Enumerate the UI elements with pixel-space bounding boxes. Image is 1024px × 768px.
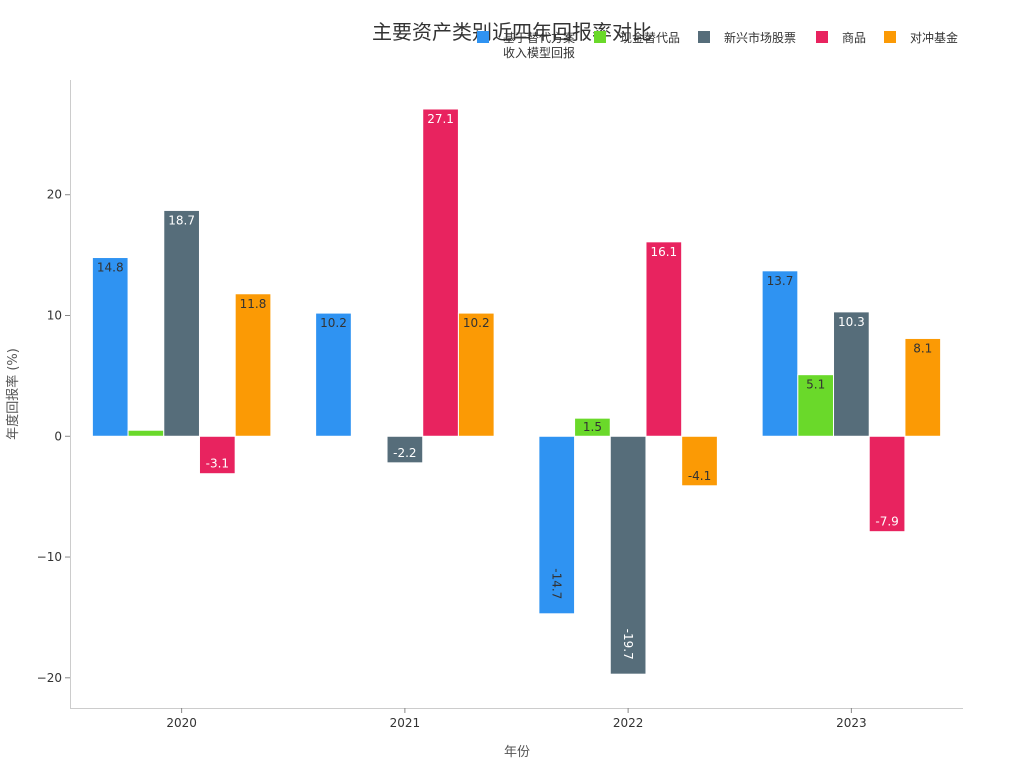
bar: [457, 312, 495, 437]
bar: [868, 435, 906, 533]
bar-value-label: 5.1: [806, 378, 825, 392]
bar-value-label: -2.2: [393, 446, 416, 460]
bar-value-label: -19.7: [621, 629, 635, 660]
y-tick-label: 0: [54, 429, 62, 443]
bar-value-label: 27.1: [427, 112, 454, 126]
bars: [91, 108, 942, 675]
legend-label: 对冲基金: [910, 30, 958, 45]
x-ticks: 2020 2021 2022 2023: [166, 708, 867, 730]
bar: [574, 417, 611, 437]
bar-value-label: 8.1: [913, 341, 932, 355]
bar: [234, 293, 272, 437]
bar-value-label: 10.3: [838, 315, 865, 329]
bar-value-label: 13.7: [767, 274, 794, 288]
y-axis-title: 年度回报率 (%): [5, 348, 21, 440]
legend-swatch: [594, 31, 606, 43]
legend-swatch: [816, 31, 828, 43]
bar: [681, 435, 718, 487]
bar: [797, 374, 835, 437]
legend-label: 现金替代品: [620, 30, 680, 45]
legend-label: 收入模型回报: [503, 45, 575, 60]
x-tick-label: 2020: [166, 716, 197, 730]
y-tick-label: 10: [47, 309, 62, 323]
bar-value-label: 10.2: [320, 316, 347, 330]
bar: [315, 312, 352, 437]
legend-swatch: [477, 31, 489, 43]
bar: [645, 241, 683, 437]
x-axis-title: 年份: [504, 745, 530, 760]
bar: [163, 209, 200, 437]
bar: [198, 435, 236, 475]
bar-value-label: 10.2: [463, 316, 490, 330]
bar: [127, 429, 165, 437]
bar-value-label: 1.5: [583, 420, 602, 434]
x-tick-label: 2022: [613, 716, 644, 730]
bar-value-label: 16.1: [650, 245, 677, 259]
bar-value-label: -3.1: [206, 457, 229, 471]
bar-value-label: -7.9: [875, 515, 898, 529]
bar: [609, 435, 647, 675]
legend-swatch: [884, 31, 896, 43]
y-tick-label: 20: [47, 188, 62, 202]
y-ticks: −20 −10 0 10 20: [37, 188, 70, 685]
y-tick-label: −20: [37, 671, 62, 685]
bar-value-label: 18.7: [168, 213, 195, 227]
y-tick-label: −10: [37, 550, 62, 564]
x-tick-label: 2021: [390, 716, 421, 730]
legend-label: 新兴市场股票: [724, 30, 796, 45]
bar: [538, 435, 576, 615]
bar-value-label: -4.1: [688, 469, 711, 483]
axes: [70, 80, 963, 709]
bar-value-label: 14.8: [97, 261, 124, 275]
bar: [761, 270, 799, 437]
bar: [833, 311, 870, 437]
legend-label: 商品: [842, 30, 866, 45]
bar: [904, 337, 942, 437]
legend-label: 基于替代方案: [503, 30, 575, 45]
x-tick-label: 2023: [836, 716, 867, 730]
bar-value-label: 11.8: [240, 297, 267, 311]
bar: [422, 108, 459, 437]
bar-value-label: -14.7: [550, 568, 564, 599]
bar: [386, 435, 424, 464]
bar: [91, 257, 129, 437]
legend-swatch: [698, 31, 710, 43]
data-labels: 14.8 18.7 -3.1 11.8 10.2 -2.2 27.1 10.2 -14.7 1.5…: [97, 112, 932, 660]
